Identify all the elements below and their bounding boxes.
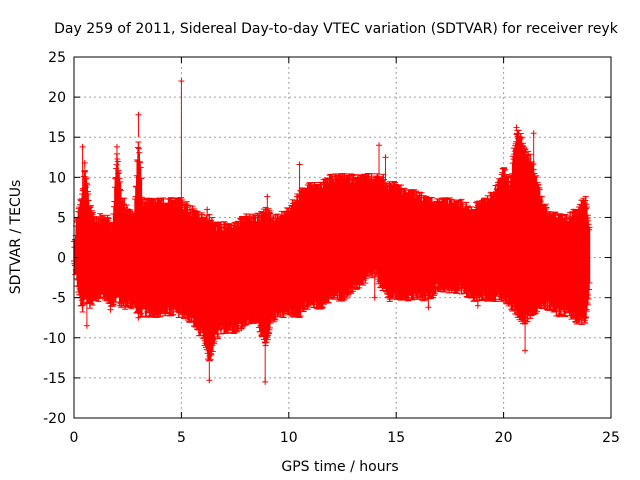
x-tick-label: 10 (280, 430, 298, 446)
y-axis-label: SDTVAR / TECUs (8, 180, 24, 295)
x-tick-label: 20 (495, 430, 513, 446)
y-tick-label: -20 (43, 411, 66, 427)
x-tick-label: 15 (387, 430, 405, 446)
y-tick-label: 5 (57, 210, 66, 226)
y-tick-label: -15 (43, 371, 66, 387)
y-tick-label: 15 (48, 130, 66, 146)
x-axis-label: GPS time / hours (281, 459, 398, 475)
x-tick-label: 0 (70, 430, 79, 446)
plot-frame (73, 56, 612, 419)
y-tick-label: -5 (52, 291, 66, 307)
y-tick-label: -10 (43, 331, 66, 347)
y-tick-label: 10 (48, 170, 66, 186)
x-tick-label: 5 (177, 430, 186, 446)
x-tick-label: 25 (602, 430, 620, 446)
y-tick-label: 20 (48, 90, 66, 106)
y-tick-label: 0 (57, 251, 66, 267)
axis-ticks: -20 -15 -10 -5 0 5 10 15 20 25 0 5 10 15 20 25 (43, 50, 620, 446)
chart-title: Day 259 of 2011, Sidereal Day-to-day VTE… (54, 21, 619, 37)
data-series (71, 78, 593, 385)
y-tick-label: 25 (48, 50, 66, 66)
